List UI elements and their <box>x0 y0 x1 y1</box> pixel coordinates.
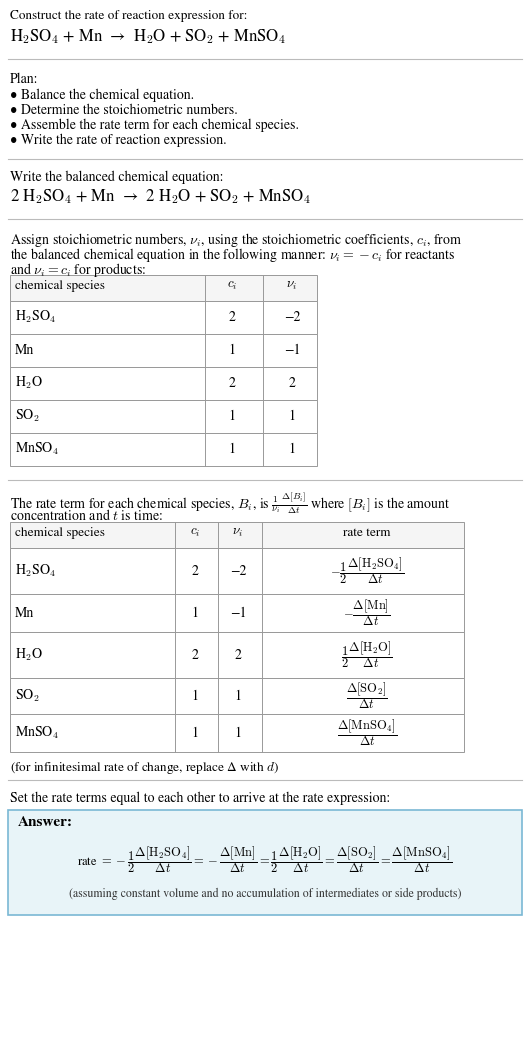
Bar <box>10 334 317 367</box>
Text: • Assemble the rate term for each chemical species.: • Assemble the rate term for each chemic… <box>10 119 299 133</box>
Text: H$_2$SO$_4$ + Mn  →  H$_2$O + SO$_2$ + MnSO$_4$: H$_2$SO$_4$ + Mn → H$_2$O + SO$_2$ + MnS… <box>10 27 286 46</box>
Text: concentration and $t$ is time:: concentration and $t$ is time: <box>10 508 163 523</box>
Text: H$_2$O: H$_2$O <box>15 374 43 391</box>
Text: Plan:: Plan: <box>10 73 39 87</box>
Text: 2 H$_2$SO$_4$ + Mn  →  2 H$_2$O + SO$_2$ + MnSO$_4$: 2 H$_2$SO$_4$ + Mn → 2 H$_2$O + SO$_2$ +… <box>10 187 311 206</box>
Text: −2: −2 <box>229 564 246 577</box>
Text: Assign stoichiometric numbers, $\nu_i$, using the stoichiometric coefficients, $: Assign stoichiometric numbers, $\nu_i$, … <box>10 231 462 249</box>
Text: H$_2$SO$_4$: H$_2$SO$_4$ <box>15 563 56 579</box>
Text: Set the rate terms equal to each other to arrive at the rate expression:: Set the rate terms equal to each other t… <box>10 792 390 805</box>
Text: $-\dfrac{1}{2}\dfrac{\Delta[\mathrm{H_2SO_4}]}{\Delta t}$: $-\dfrac{1}{2}\dfrac{\Delta[\mathrm{H_2S… <box>330 555 404 587</box>
Text: chemical species: chemical species <box>15 527 105 539</box>
Text: Construct the rate of reaction expression for:: Construct the rate of reaction expressio… <box>10 10 248 22</box>
Text: SO$_2$: SO$_2$ <box>15 408 40 425</box>
Bar <box>10 367 317 400</box>
Bar <box>10 548 464 594</box>
Text: The rate term for each chemical species, $B_i$, is $\frac{1}{\nu_i}\frac{\Delta[: The rate term for each chemical species,… <box>10 492 450 517</box>
Text: MnSO$_4$: MnSO$_4$ <box>15 440 59 457</box>
Text: • Balance the chemical equation.: • Balance the chemical equation. <box>10 89 194 103</box>
Text: Write the balanced chemical equation:: Write the balanced chemical equation: <box>10 170 224 184</box>
Text: SO$_2$: SO$_2$ <box>15 688 40 704</box>
Text: $c_i$: $c_i$ <box>227 280 237 292</box>
Text: rate term: rate term <box>343 527 391 539</box>
Text: −1: −1 <box>284 343 301 357</box>
Text: Mn: Mn <box>15 343 34 357</box>
FancyBboxPatch shape <box>8 810 522 915</box>
Text: 2: 2 <box>191 649 199 662</box>
Text: • Write the rate of reaction expression.: • Write the rate of reaction expression. <box>10 134 227 147</box>
Text: 1: 1 <box>234 726 242 740</box>
Text: chemical species: chemical species <box>15 280 105 292</box>
Bar <box>10 275 317 301</box>
Text: 1: 1 <box>288 409 296 423</box>
Bar <box>10 433 317 467</box>
Text: −2: −2 <box>284 311 301 323</box>
Text: 1: 1 <box>288 442 296 456</box>
Text: 1: 1 <box>191 607 199 619</box>
Text: Mn: Mn <box>15 607 34 619</box>
Text: $-\dfrac{\Delta[\mathrm{Mn}]}{\Delta t}$: $-\dfrac{\Delta[\mathrm{Mn}]}{\Delta t}$ <box>343 597 391 629</box>
Text: 1: 1 <box>228 442 235 456</box>
Text: 1: 1 <box>228 409 235 423</box>
Text: 1: 1 <box>234 689 242 703</box>
Text: $\dfrac{1}{2}\dfrac{\Delta[\mathrm{H_2O}]}{\Delta t}$: $\dfrac{1}{2}\dfrac{\Delta[\mathrm{H_2O}… <box>341 639 393 670</box>
Text: 2: 2 <box>288 377 296 390</box>
Text: and $\nu_i = c_i$ for products:: and $\nu_i = c_i$ for products: <box>10 262 146 279</box>
Bar <box>10 714 464 752</box>
Bar <box>10 632 464 678</box>
Text: 2: 2 <box>228 377 235 390</box>
Text: • Determine the stoichiometric numbers.: • Determine the stoichiometric numbers. <box>10 104 238 117</box>
Text: (assuming constant volume and no accumulation of intermediates or side products): (assuming constant volume and no accumul… <box>69 888 461 901</box>
Bar <box>10 522 464 548</box>
Text: Answer:: Answer: <box>18 816 73 829</box>
Text: $\nu_i$: $\nu_i$ <box>286 280 298 292</box>
Text: rate $= -\dfrac{1}{2}\dfrac{\Delta[\mathrm{H_2SO_4}]}{\Delta t} = -\dfrac{\Delta: rate $= -\dfrac{1}{2}\dfrac{\Delta[\math… <box>77 844 453 874</box>
Text: MnSO$_4$: MnSO$_4$ <box>15 725 59 742</box>
Text: the balanced chemical equation in the following manner: $\nu_i = -c_i$ for react: the balanced chemical equation in the fo… <box>10 246 456 264</box>
Text: 2: 2 <box>191 564 199 577</box>
Text: $\dfrac{\Delta[\mathrm{MnSO_4}]}{\Delta t}$: $\dfrac{\Delta[\mathrm{MnSO_4}]}{\Delta … <box>337 718 397 749</box>
Text: 2: 2 <box>228 311 235 323</box>
Text: −1: −1 <box>229 607 246 619</box>
Text: (for infinitesimal rate of change, replace Δ with $d$): (for infinitesimal rate of change, repla… <box>10 760 279 776</box>
Text: $\nu_i$: $\nu_i$ <box>232 527 244 540</box>
Text: 2: 2 <box>234 649 242 662</box>
Text: $\dfrac{\Delta[\mathrm{SO_2}]}{\Delta t}$: $\dfrac{\Delta[\mathrm{SO_2}]}{\Delta t}… <box>346 681 388 711</box>
Text: 1: 1 <box>228 343 235 357</box>
Bar <box>10 678 464 714</box>
Text: H$_2$O: H$_2$O <box>15 646 43 663</box>
Bar <box>10 594 464 632</box>
Bar <box>10 301 317 334</box>
Text: 1: 1 <box>191 726 199 740</box>
Text: H$_2$SO$_4$: H$_2$SO$_4$ <box>15 309 56 325</box>
Text: 1: 1 <box>191 689 199 703</box>
Text: $c_i$: $c_i$ <box>190 527 200 540</box>
Bar <box>10 400 317 433</box>
